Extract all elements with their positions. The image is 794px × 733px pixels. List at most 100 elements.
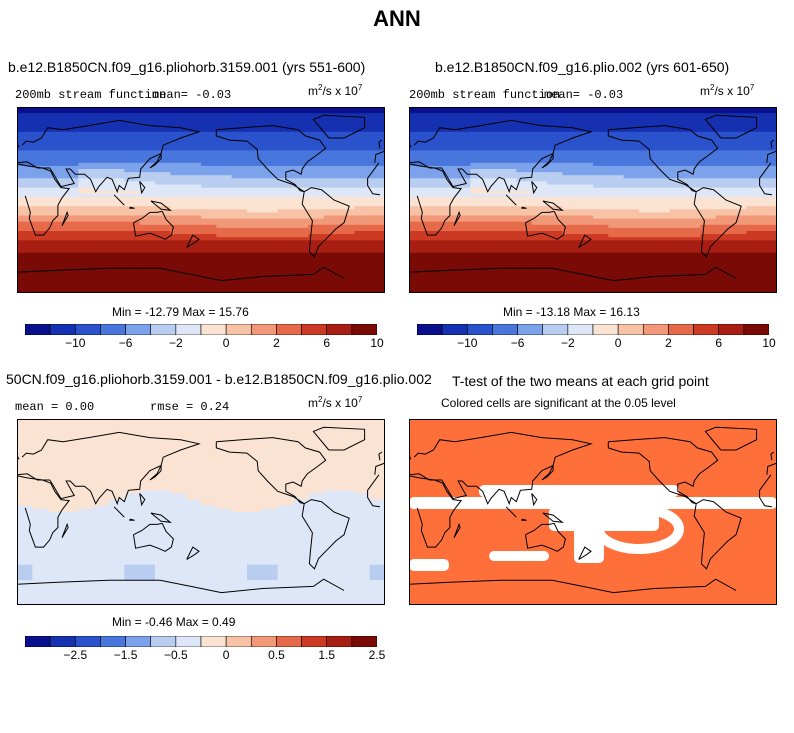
field-cell — [63, 234, 79, 238]
field-cell — [47, 477, 64, 482]
field-cell — [746, 209, 763, 213]
field-cell — [17, 490, 33, 494]
field-cell — [139, 561, 156, 566]
field-cell — [139, 169, 156, 173]
field-cell — [109, 493, 125, 498]
field-cell — [32, 265, 49, 269]
field-cell — [216, 549, 233, 553]
field-cell — [339, 271, 355, 275]
field-cell — [155, 271, 171, 275]
field-cell — [124, 141, 141, 145]
field-cell — [201, 134, 217, 139]
field-cell — [247, 570, 263, 575]
field-cell — [93, 502, 110, 507]
field-cell — [32, 231, 49, 235]
field-cell — [339, 443, 355, 448]
field-cell — [369, 539, 385, 544]
field-cell — [369, 190, 385, 195]
field-cell — [170, 209, 187, 213]
field-cell — [731, 156, 747, 161]
field-cell — [354, 274, 371, 279]
colorbar-tick-label: 2.5 — [368, 648, 386, 662]
field-cell — [339, 440, 355, 445]
field-cell — [715, 159, 732, 164]
field-cell — [93, 252, 110, 257]
field-cell — [293, 595, 309, 600]
field-cell — [409, 184, 425, 189]
field-cell — [216, 586, 233, 591]
field-cell — [78, 237, 95, 241]
field-cell — [409, 147, 425, 151]
field-cell — [201, 262, 217, 266]
field-cell — [354, 574, 371, 578]
field-cell — [323, 471, 340, 476]
field-cell — [339, 107, 355, 111]
field-cell — [216, 425, 233, 429]
field-cell — [93, 552, 110, 556]
field-cell — [547, 184, 563, 189]
field-cell — [470, 147, 487, 151]
field-cell — [639, 234, 655, 238]
field-cell — [155, 221, 171, 226]
coastline — [61, 210, 69, 227]
field-cell — [501, 274, 517, 279]
field-cell — [170, 465, 187, 470]
field-cell — [247, 289, 263, 293]
field-cell — [139, 505, 156, 510]
field-cell — [139, 107, 156, 111]
field-cell — [78, 243, 95, 248]
field-cell — [323, 592, 340, 597]
field-cell — [455, 147, 471, 151]
field-cell — [731, 187, 747, 192]
field-cell — [746, 252, 763, 257]
field-cell — [369, 156, 385, 161]
field-cell — [201, 601, 217, 605]
field-cell — [516, 240, 533, 244]
field-cell — [201, 481, 217, 485]
field-cell — [277, 574, 294, 578]
field-cell — [201, 159, 217, 164]
field-cell — [185, 601, 202, 605]
field-cell — [354, 141, 371, 145]
field-cell — [669, 221, 686, 226]
field-cell — [608, 206, 625, 210]
field-cell — [715, 134, 732, 139]
field-cell — [262, 428, 279, 432]
field-cell — [685, 165, 701, 170]
field-cell — [78, 224, 95, 229]
field-cell — [339, 215, 355, 220]
field-cell — [124, 524, 141, 529]
field-cell — [669, 134, 686, 139]
field-cell — [547, 156, 563, 161]
field-cell — [639, 265, 655, 269]
field-cell — [516, 231, 533, 235]
field-cell — [593, 221, 609, 226]
field-cell — [685, 196, 701, 201]
field-cell — [746, 262, 763, 266]
field-cell — [685, 144, 701, 148]
field-cell — [109, 490, 125, 494]
field-cell — [109, 274, 125, 279]
field-cell — [685, 289, 701, 293]
field-cell — [109, 265, 125, 269]
field-cell — [623, 203, 640, 207]
field-cell — [669, 119, 686, 124]
field-cell — [455, 196, 471, 201]
field-cell — [323, 169, 340, 173]
field-cell — [455, 169, 471, 173]
field-cell — [439, 286, 456, 291]
field-cell — [715, 246, 732, 251]
field-cell — [277, 165, 294, 170]
field-cell — [715, 113, 732, 117]
field-cell — [170, 598, 187, 603]
field-cell — [277, 552, 294, 556]
field-cell — [231, 561, 248, 566]
field-cell — [247, 178, 263, 182]
field-cell — [277, 459, 294, 463]
field-cell — [308, 113, 325, 117]
field-cell — [93, 113, 110, 117]
field-cell — [277, 567, 294, 572]
field-cell — [47, 227, 64, 232]
field-cell — [654, 119, 671, 124]
field-cell — [93, 159, 110, 164]
